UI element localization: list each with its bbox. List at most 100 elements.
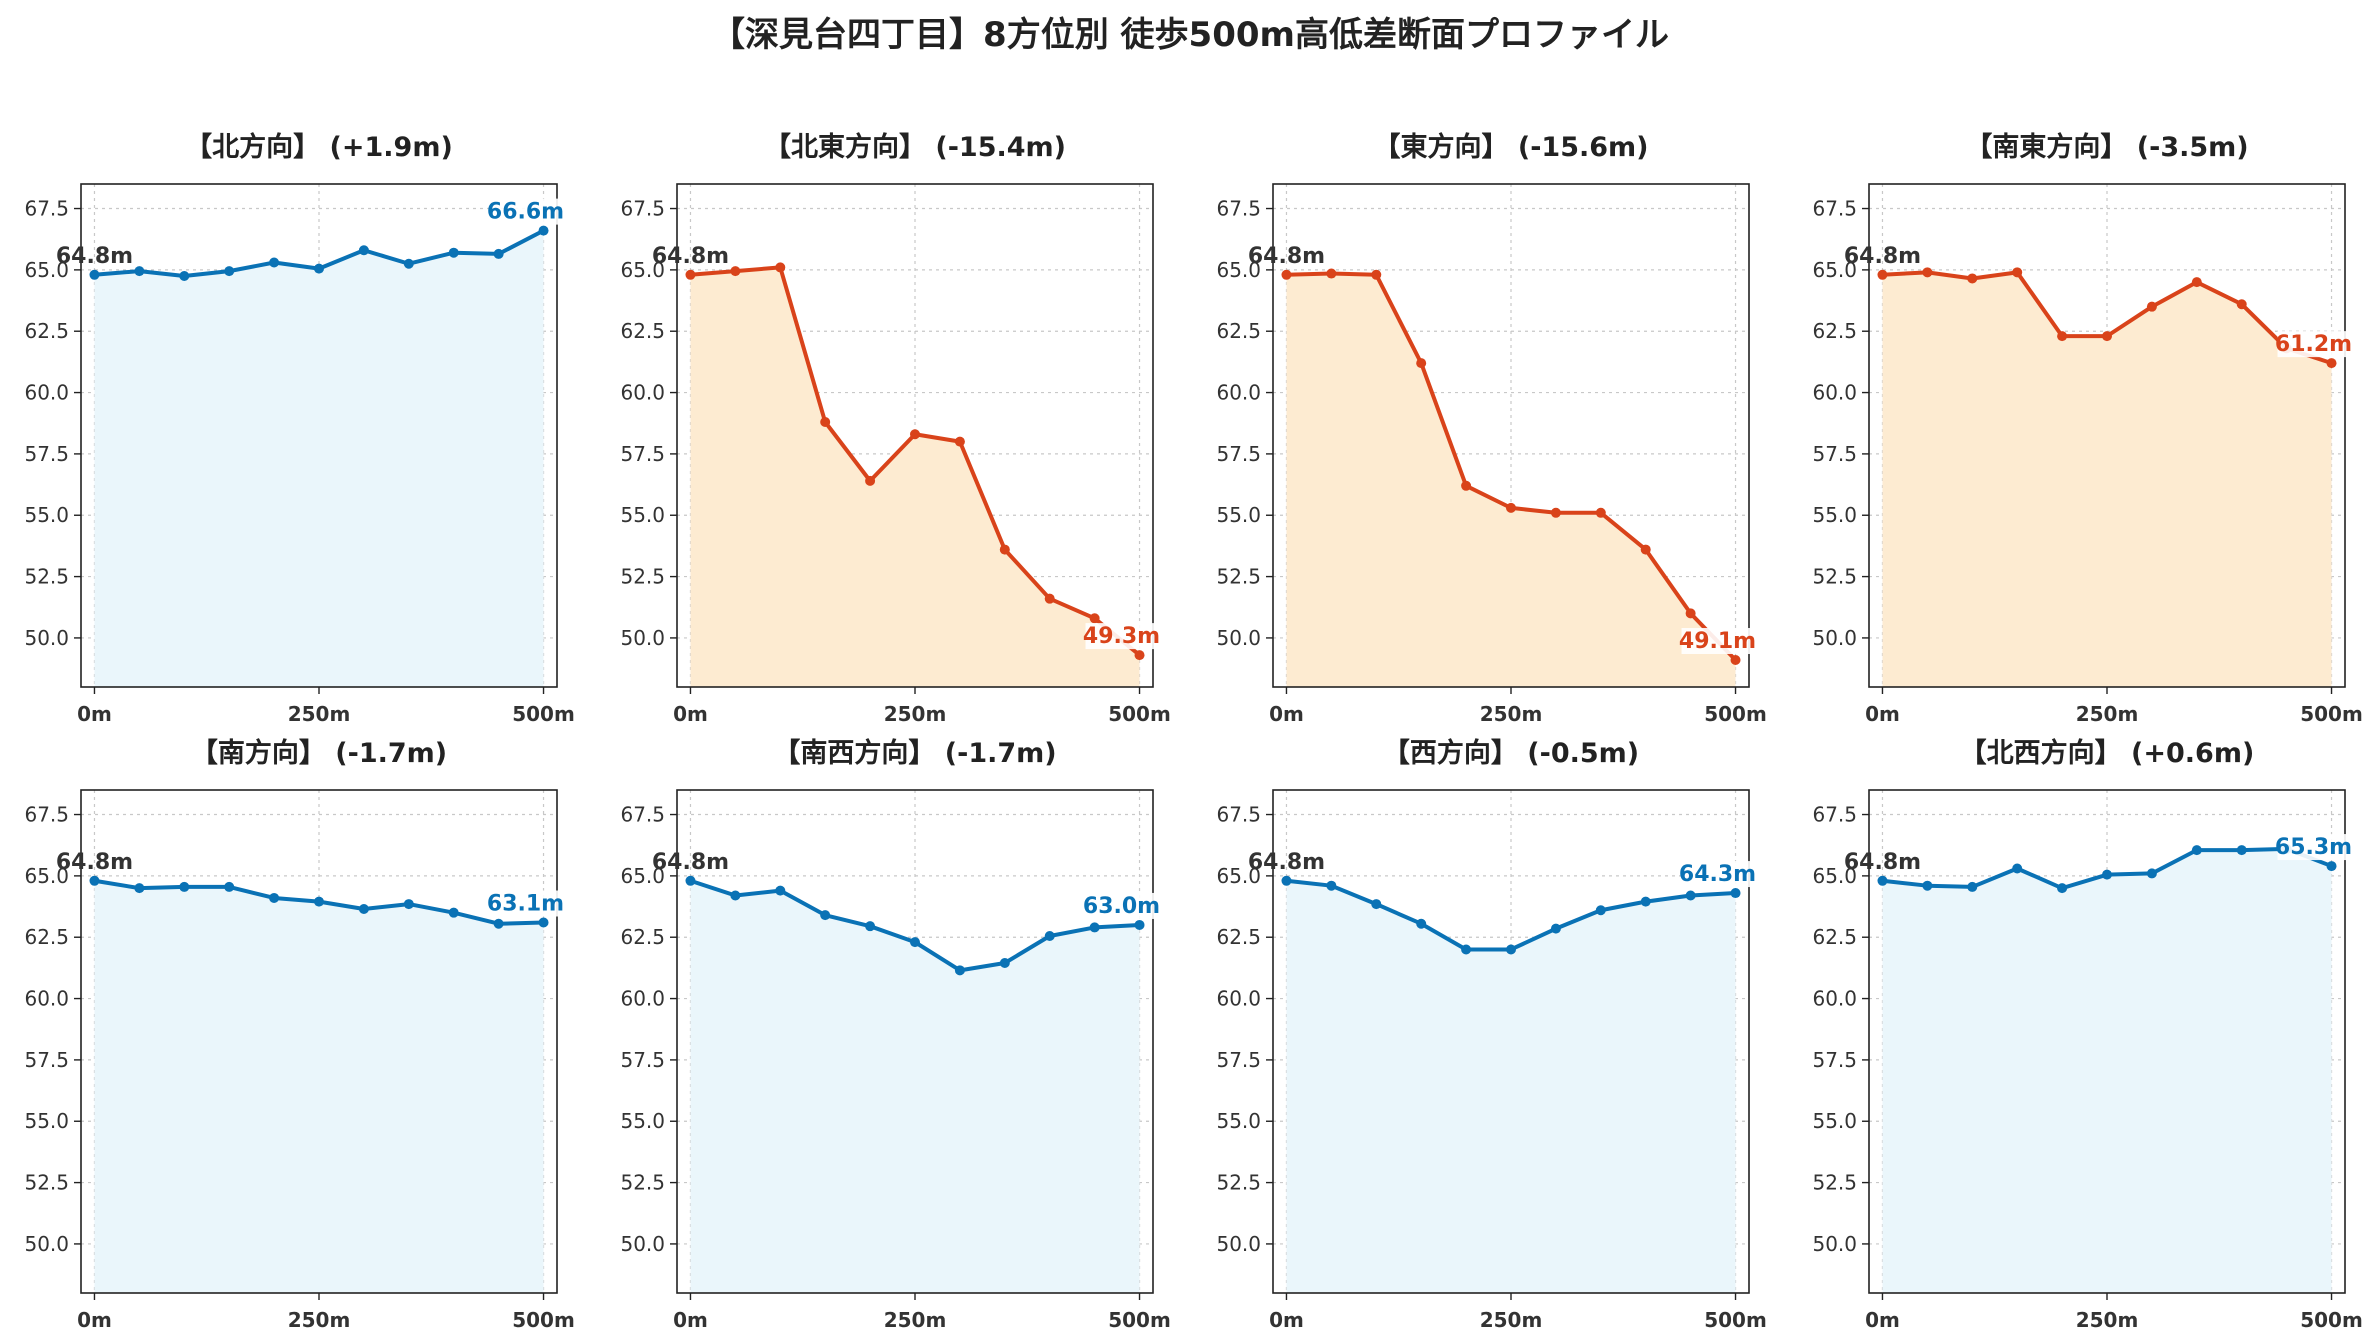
data-point-100m — [1967, 273, 1978, 284]
data-point-250m — [1506, 944, 1516, 955]
chart-panel-3: 【東方向】 (-15.6m) 50.0 52.5 55.0 57.5 60.0 62.5 65… — [1216, 131, 1766, 726]
data-point-150m — [820, 417, 831, 428]
y-tick-label: 65.0 — [620, 258, 665, 282]
y-tick-label: 60.0 — [24, 381, 69, 405]
data-point-300m — [954, 436, 965, 447]
y-tick-label: 60.0 — [1216, 987, 1261, 1011]
data-point-0m — [1877, 875, 1888, 886]
y-tick-label: 50.0 — [24, 626, 69, 650]
end-elevation-label: 63.0m — [1083, 894, 1160, 919]
start-elevation-label: 64.8m — [1844, 850, 1921, 875]
y-tick-label: 50.0 — [24, 1232, 69, 1256]
y-tick-label: 55.0 — [1216, 1109, 1261, 1133]
data-point-350m — [403, 258, 414, 269]
end-label-background — [2277, 834, 2352, 861]
data-point-150m — [1416, 358, 1427, 369]
y-tick-label: 55.0 — [1812, 1109, 1857, 1133]
y-tick-label: 67.5 — [24, 803, 69, 827]
data-point-0m — [1877, 269, 1888, 280]
profile-area — [1882, 848, 2332, 1293]
data-point-150m — [2012, 863, 2023, 874]
data-point-500m — [1134, 919, 1145, 930]
y-tick-label: 57.5 — [1812, 1048, 1857, 1072]
y-tick-label: 62.5 — [1216, 319, 1261, 343]
y-tick-label: 67.5 — [620, 197, 665, 221]
x-tick-label: 250m — [2076, 702, 2139, 726]
profile-area — [1286, 273, 1736, 687]
panel-title: 【東方向】 (-15.6m) — [1373, 131, 1648, 163]
chart-panel-6: 【南西方向】 (-1.7m) 50.0 52.5 55.0 57.5 60.0 62.5 65… — [620, 737, 1170, 1332]
data-point-300m — [954, 965, 965, 976]
y-tick-label: 62.5 — [620, 319, 665, 343]
data-point-450m — [1685, 608, 1696, 619]
data-point-200m — [2057, 883, 2068, 894]
y-tick-label: 57.5 — [1216, 442, 1261, 466]
data-point-300m — [1550, 923, 1561, 934]
end-elevation-label: 49.3m — [1083, 624, 1160, 649]
data-point-0m — [685, 875, 696, 886]
y-tick-label: 65.0 — [1216, 864, 1261, 888]
data-point-300m — [2146, 301, 2157, 312]
end-label-background — [2277, 331, 2352, 358]
chart-panel-2: 【北東方向】 (-15.4m) 50.0 52.5 55.0 57.5 60.0 62.5 6… — [620, 131, 1170, 726]
x-tick-label: 250m — [288, 702, 351, 726]
data-point-100m — [775, 262, 786, 273]
start-elevation-label: 64.8m — [1248, 850, 1325, 875]
x-tick-label: 0m — [1865, 1308, 1900, 1332]
data-point-150m — [1416, 918, 1427, 929]
data-point-250m — [314, 263, 324, 274]
data-point-500m — [1134, 650, 1145, 661]
profile-area — [1882, 272, 2332, 687]
panel-title: 【南方向】 (-1.7m) — [191, 737, 447, 769]
x-tick-label: 500m — [512, 702, 575, 726]
data-point-400m — [448, 907, 459, 918]
x-tick-label: 250m — [884, 1308, 947, 1332]
x-tick-label: 250m — [884, 702, 947, 726]
chart-panel-4: 【南東方向】 (-3.5m) 50.0 52.5 55.0 57.5 60.0 62.5 65… — [1812, 131, 2362, 726]
y-tick-label: 52.5 — [1216, 1171, 1261, 1195]
y-tick-label: 52.5 — [1812, 565, 1857, 589]
y-tick-label: 50.0 — [620, 626, 665, 650]
y-tick-label: 65.0 — [620, 864, 665, 888]
data-point-350m — [1595, 905, 1606, 916]
data-point-300m — [2146, 868, 2157, 879]
y-tick-label: 52.5 — [1216, 565, 1261, 589]
y-tick-label: 67.5 — [1812, 803, 1857, 827]
panel-title: 【南西方向】 (-1.7m) — [773, 737, 1056, 769]
y-tick-label: 57.5 — [1216, 1048, 1261, 1072]
y-tick-label: 55.0 — [1216, 503, 1261, 527]
y-tick-label: 52.5 — [24, 1171, 69, 1195]
data-point-50m — [730, 266, 741, 277]
data-point-100m — [1371, 269, 1382, 280]
data-point-350m — [2191, 277, 2202, 288]
y-tick-label: 67.5 — [1216, 197, 1261, 221]
data-point-150m — [224, 881, 235, 892]
x-tick-label: 250m — [2076, 1308, 2139, 1332]
data-point-0m — [685, 269, 696, 280]
start-elevation-label: 64.8m — [1844, 244, 1921, 269]
end-elevation-label: 61.2m — [2275, 332, 2352, 357]
panel-grid: 【北方向】 (+1.9m) 50.0 52.5 55.0 57.5 60.0 62.5 65.… — [24, 131, 2362, 1332]
data-point-200m — [865, 921, 876, 932]
end-elevation-label: 66.6m — [487, 200, 564, 225]
y-tick-label: 55.0 — [24, 1109, 69, 1133]
start-elevation-label: 64.8m — [56, 850, 133, 875]
data-point-50m — [1922, 267, 1933, 278]
y-tick-label: 57.5 — [24, 1048, 69, 1072]
y-tick-label: 52.5 — [24, 565, 69, 589]
y-tick-label: 67.5 — [620, 803, 665, 827]
profile-area — [690, 267, 1140, 687]
end-elevation-label: 64.3m — [1679, 862, 1756, 887]
data-point-100m — [179, 271, 190, 282]
y-tick-label: 65.0 — [1812, 258, 1857, 282]
data-point-500m — [1730, 888, 1741, 899]
x-tick-label: 500m — [1704, 1308, 1767, 1332]
y-tick-label: 67.5 — [24, 197, 69, 221]
x-tick-label: 0m — [1269, 702, 1304, 726]
y-tick-label: 50.0 — [1812, 1232, 1857, 1256]
data-point-100m — [1967, 881, 1978, 892]
x-tick-label: 0m — [673, 1308, 708, 1332]
data-point-250m — [910, 937, 920, 948]
data-point-0m — [89, 875, 100, 886]
data-point-50m — [730, 890, 741, 901]
